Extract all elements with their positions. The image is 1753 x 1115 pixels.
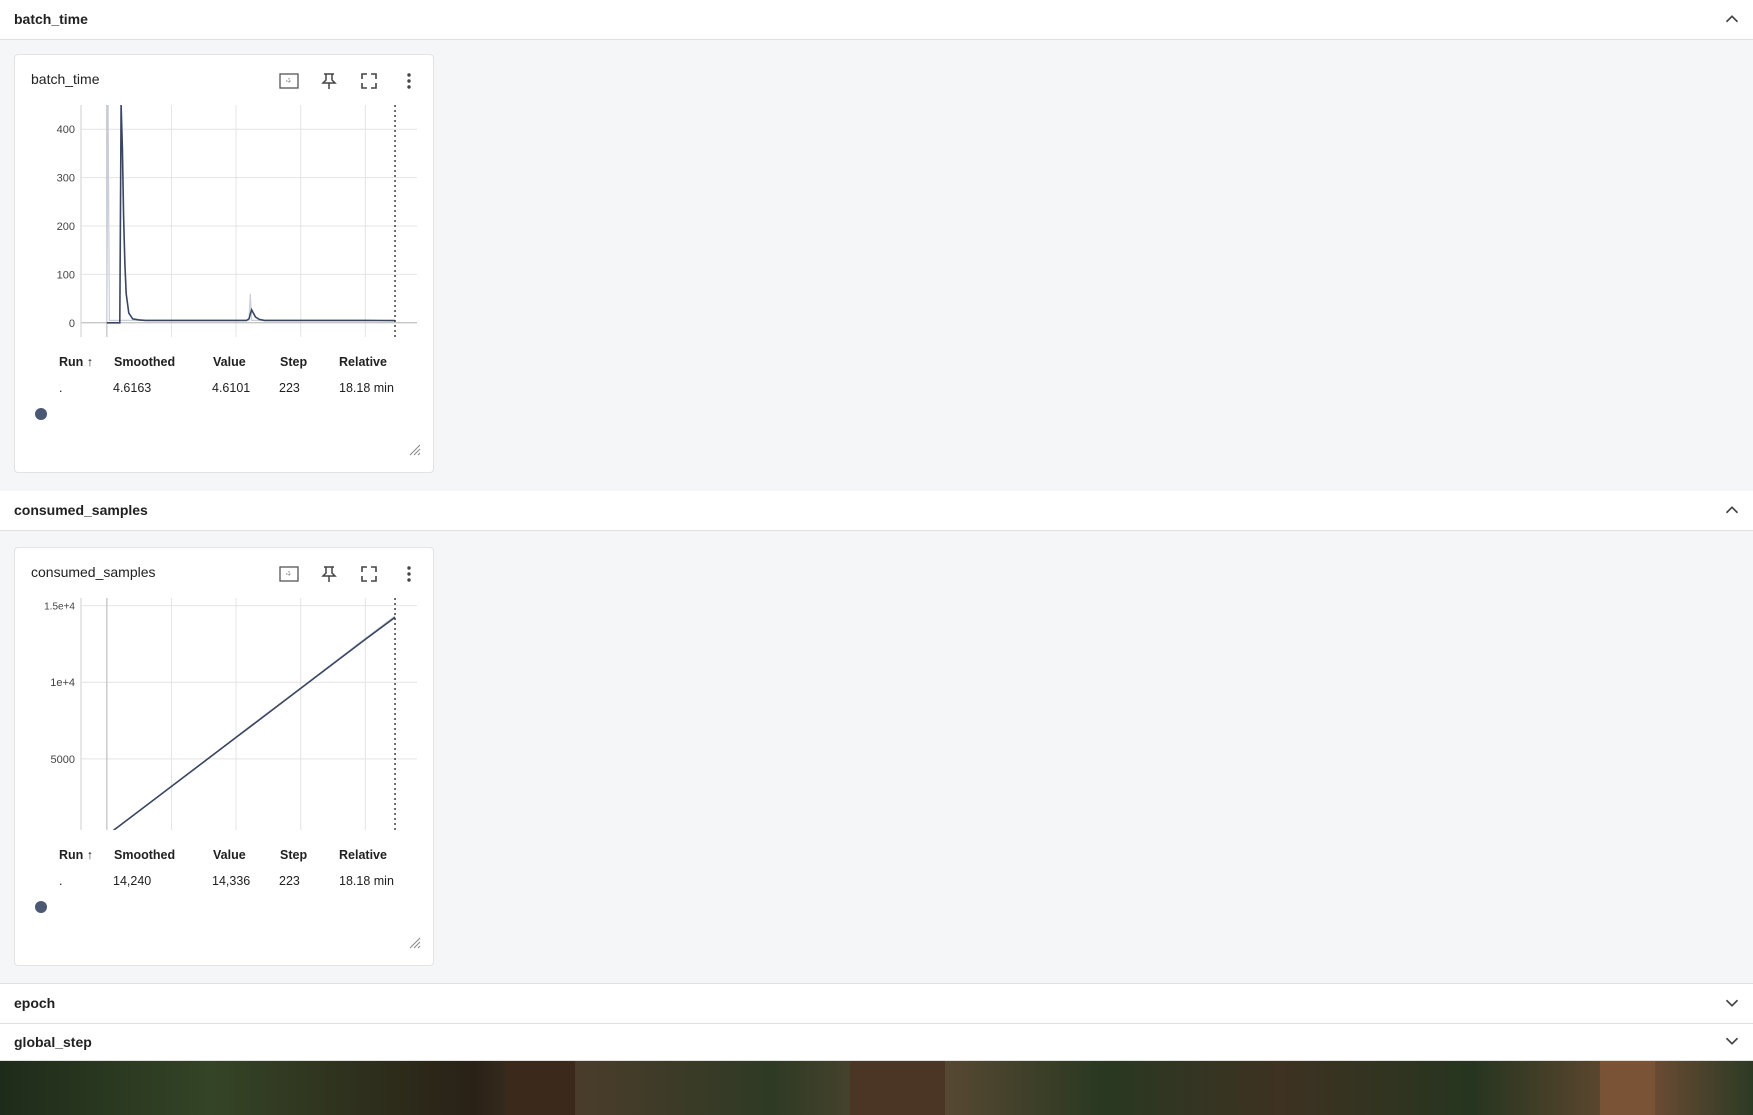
more-vert-icon[interactable]: [395, 560, 423, 588]
y-tick-label: 1e+4: [50, 677, 75, 689]
chevron-down-icon[interactable]: [1721, 992, 1743, 1014]
fit-domain-icon[interactable]: [275, 560, 303, 588]
cell-smoothed: 14,240: [113, 874, 152, 888]
chevron-up-icon[interactable]: [1721, 499, 1743, 521]
group-title: consumed_samples: [14, 502, 148, 518]
chart-grid: [81, 598, 417, 830]
tree-trunk: [1600, 1061, 1655, 1115]
cell-run: .: [59, 381, 63, 395]
tree-trunk: [850, 1061, 945, 1115]
group-header-batch-time[interactable]: batch_time: [0, 0, 1753, 40]
line-chart[interactable]: 0501001502000100200300400223×: [15, 97, 435, 337]
more-vert-icon[interactable]: [395, 67, 423, 95]
fit-domain-icon[interactable]: [275, 67, 303, 95]
card-title: batch_time: [31, 71, 100, 87]
col-header-run[interactable]: Run ↑: [59, 355, 94, 369]
group-title: epoch: [14, 995, 56, 1011]
y-tick-label: 1.5e+4: [44, 602, 75, 613]
chart-card-batch-time: batch_time 0501001502000100200300400223×…: [14, 54, 434, 473]
group-header-global-step[interactable]: global_step: [0, 1024, 1753, 1061]
cell-run: .: [59, 874, 63, 888]
pin-icon[interactable]: [315, 67, 343, 95]
y-tick-label: 400: [57, 124, 75, 136]
tree-trunk: [505, 1061, 575, 1115]
cell-step: 223: [279, 874, 300, 888]
col-header-step[interactable]: Step: [280, 355, 308, 369]
group-header-consumed-samples[interactable]: consumed_samples: [0, 491, 1753, 531]
series-line-smoothed: [106, 105, 396, 324]
pin-icon[interactable]: [315, 560, 343, 588]
cell-relative: 18.18 min: [339, 381, 394, 395]
group-title: batch_time: [14, 11, 88, 27]
card-title: consumed_samples: [31, 564, 156, 580]
col-header-run[interactable]: Run ↑: [59, 848, 94, 862]
y-tick-label: 100: [57, 269, 75, 281]
resize-handle-icon[interactable]: [407, 442, 421, 456]
group-header-epoch[interactable]: epoch: [0, 983, 1753, 1024]
run-color-dot: [35, 901, 47, 913]
fullscreen-icon[interactable]: [355, 67, 383, 95]
cell-step: 223: [279, 381, 300, 395]
fullscreen-icon[interactable]: [355, 560, 383, 588]
cell-value: 4.6101: [212, 381, 251, 395]
background-photo: [0, 1061, 1753, 1115]
col-header-value[interactable]: Value: [213, 848, 246, 862]
cell-smoothed: 4.6163: [113, 381, 152, 395]
col-header-smoothed[interactable]: Smoothed: [114, 355, 176, 369]
col-header-relative[interactable]: Relative: [339, 355, 387, 369]
series-line-raw: [106, 105, 396, 323]
chart-card-consumed-samples: consumed_samples 050100150200050001e+41.…: [14, 547, 434, 966]
series-line-smoothed: [112, 616, 396, 830]
resize-handle-icon[interactable]: [407, 935, 421, 949]
series-line-raw: [112, 615, 396, 830]
col-header-step[interactable]: Step: [280, 848, 308, 862]
chevron-up-icon[interactable]: [1721, 8, 1743, 30]
cell-relative: 18.18 min: [339, 874, 394, 888]
cell-value: 14,336: [212, 874, 251, 888]
chart-grid: [81, 105, 417, 337]
y-tick-label: 5000: [51, 754, 75, 766]
y-tick-label: 300: [57, 173, 75, 185]
y-tick-label: 0: [69, 318, 75, 330]
col-header-smoothed[interactable]: Smoothed: [114, 848, 176, 862]
col-header-value[interactable]: Value: [213, 355, 246, 369]
col-header-relative[interactable]: Relative: [339, 848, 387, 862]
run-color-dot: [35, 408, 47, 420]
line-chart[interactable]: 050100150200050001e+41.5e+4223×: [15, 590, 435, 830]
chevron-down-icon[interactable]: [1721, 1030, 1743, 1052]
group-title: global_step: [14, 1034, 92, 1050]
y-tick-label: 200: [57, 221, 75, 233]
